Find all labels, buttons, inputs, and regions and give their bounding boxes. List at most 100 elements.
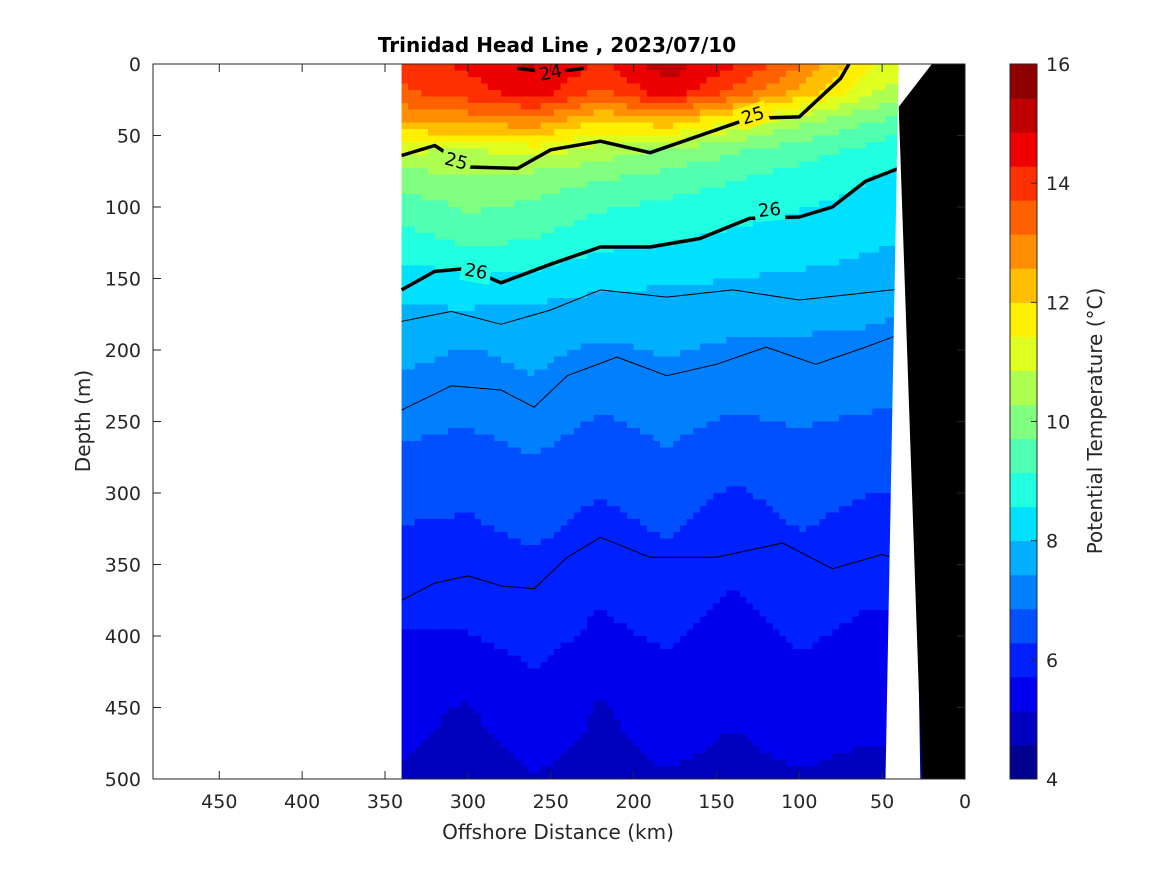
temperature-cell [554,759,562,767]
temperature-cell [447,408,456,416]
temperature-cell [487,649,495,657]
temperature-cell [660,603,668,611]
temperature-cell [481,447,489,455]
temperature-cell [693,629,701,637]
temperature-cell [547,545,555,553]
temperature-cell [640,525,648,533]
temperature-cell [467,285,476,293]
temperature-cell [554,447,562,455]
temperature-cell [428,441,436,449]
temperature-cell [620,161,628,169]
temperature-cell [686,480,694,488]
temperature-cell [534,239,542,247]
temperature-cell [593,155,602,163]
temperature-cell [640,506,648,514]
temperature-cell [434,70,442,78]
temperature-cell [593,187,602,195]
temperature-cell [640,213,648,221]
temperature-cell [699,259,708,267]
temperature-cell [507,174,515,182]
temperature-cell [620,454,628,462]
temperature-cell [527,610,535,618]
temperature-cell [640,577,648,585]
temperature-cell [693,772,701,779]
temperature-cell [580,441,588,449]
temperature-cell [633,662,641,670]
temperature-cell [613,480,621,488]
temperature-cell [520,408,529,416]
temperature-cell [514,135,522,143]
temperature-cell [408,213,416,221]
temperature-cell [607,311,615,319]
temperature-cell [428,252,436,260]
temperature-cell [461,207,469,215]
temperature-cell [686,70,694,78]
temperature-cell [673,122,681,130]
temperature-cell [540,252,548,260]
temperature-cell [699,246,708,254]
temperature-cell [640,434,648,442]
temperature-cell [408,623,416,631]
temperature-cell [501,200,509,208]
temperature-cell [686,629,694,637]
temperature-cell [593,584,602,592]
temperature-cell [573,681,582,689]
temperature-cell [421,434,429,442]
temperature-cell [408,740,416,748]
temperature-cell [534,259,542,267]
temperature-cell [646,597,655,605]
temperature-cell [428,168,436,176]
temperature-cell [547,252,555,260]
temperature-cell [633,363,641,371]
temperature-cell [686,83,694,91]
temperature-cell [514,207,522,215]
temperature-cell [428,369,436,377]
temperature-cell [520,116,529,124]
temperature-cell [428,389,436,397]
temperature-cell [699,122,708,130]
temperature-cell [620,551,628,559]
temperature-cell [414,168,423,176]
temperature-cell [587,109,595,117]
temperature-cell [666,278,674,286]
temperature-cell [620,629,628,637]
temperature-cell [626,649,635,657]
temperature-cell [461,532,469,540]
temperature-cell [633,675,641,683]
temperature-cell [686,428,694,436]
temperature-cell [454,493,462,501]
temperature-cell [613,681,621,689]
temperature-cell [441,70,449,78]
temperature-cell [401,642,409,650]
temperature-cell [481,610,489,618]
temperature-cell [434,454,442,462]
temperature-cell [573,694,582,702]
temperature-cell [679,707,688,715]
temperature-cell [467,142,476,150]
temperature-cell [580,753,588,761]
temperature-cell [686,330,694,338]
temperature-cell [547,714,555,722]
temperature-cell [414,499,423,507]
temperature-cell [547,610,555,618]
temperature-cell [547,740,555,748]
temperature-cell [613,64,621,72]
temperature-cell [401,584,409,592]
temperature-cell [679,688,688,696]
temperature-cell [620,623,628,631]
temperature-cell [679,207,688,215]
temperature-cell [600,317,608,325]
temperature-cell [567,168,575,176]
temperature-cell [640,278,648,286]
temperature-cell [414,740,423,748]
temperature-cell [467,187,476,195]
temperature-cell [646,473,655,481]
temperature-cell [580,168,588,176]
temperature-cell [461,421,469,429]
temperature-cell [447,681,456,689]
temperature-cell [434,733,442,741]
temperature-cell [693,428,701,436]
temperature-cell [626,642,635,650]
temperature-cell [467,655,476,663]
temperature-cell [686,233,694,241]
